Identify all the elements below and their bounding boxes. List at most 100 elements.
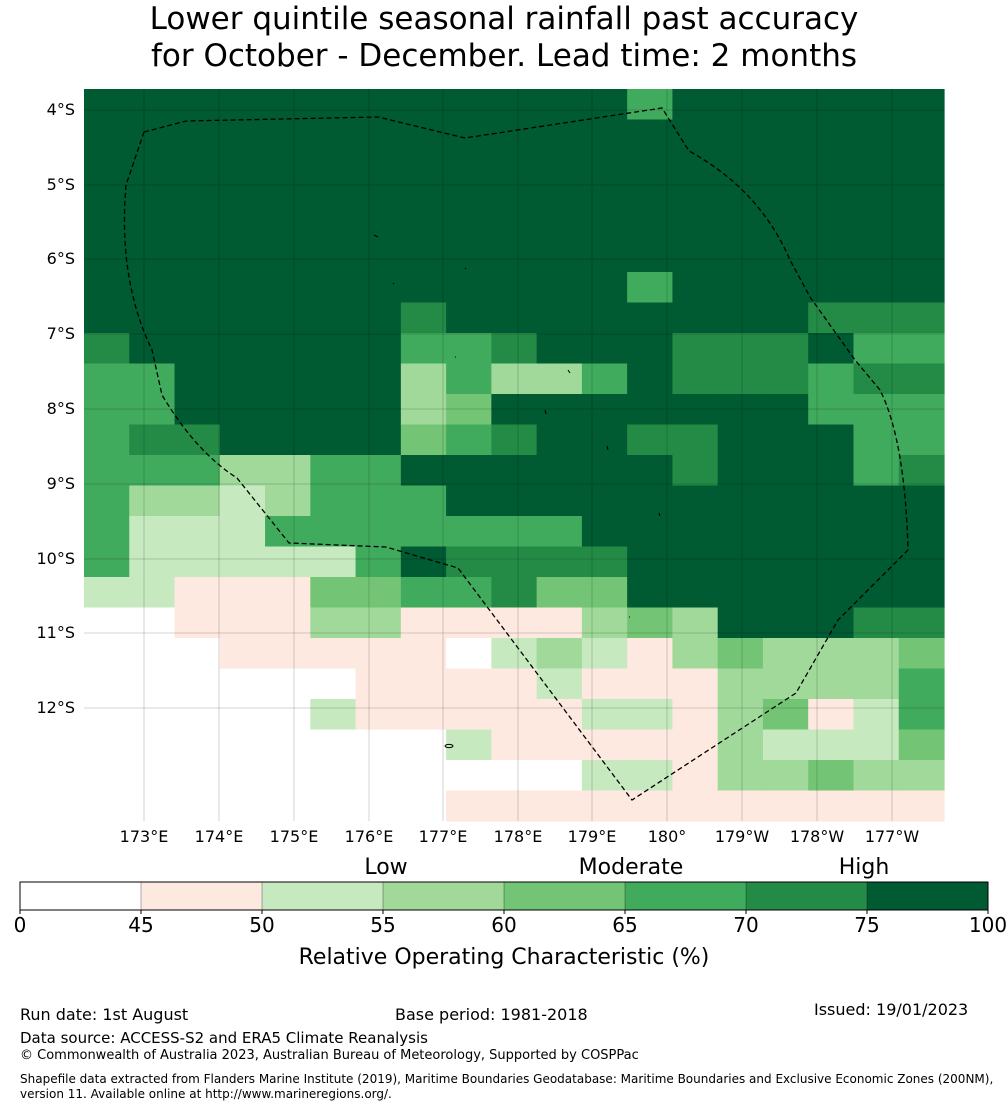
grid-cell — [627, 607, 674, 639]
grid-cell — [174, 729, 221, 761]
grid-cell — [717, 89, 764, 121]
grid-cell — [491, 607, 538, 639]
grid-cell — [536, 790, 583, 822]
grid-cell — [491, 577, 538, 609]
latitude-label: 9°S — [46, 474, 75, 493]
grid-cell — [310, 211, 357, 243]
grid-cell — [84, 180, 130, 212]
grid-cell — [446, 790, 492, 822]
grid-cell — [129, 394, 176, 426]
grid-cell — [762, 729, 809, 761]
grid-cell — [265, 119, 311, 151]
grid-cell — [581, 150, 628, 182]
grid-cell — [898, 699, 945, 731]
grid-cell — [853, 577, 900, 609]
grid-cell — [265, 211, 311, 243]
grid-cell — [898, 760, 945, 792]
grid-cell — [84, 394, 130, 426]
shapefile-credit: Shapefile data extracted from Flanders M… — [20, 1072, 994, 1101]
grid-cell — [627, 699, 674, 731]
grid-cell — [536, 211, 583, 243]
grid-cell — [446, 546, 492, 578]
grid-cell — [762, 455, 809, 487]
grid-cell — [808, 333, 855, 365]
grid-cell — [174, 790, 221, 822]
grid-cell — [355, 424, 402, 456]
grid-cell — [355, 638, 402, 670]
grid-cell — [762, 272, 809, 304]
grid-cell — [310, 668, 357, 700]
grid-cell — [84, 424, 130, 456]
colorbar — [19, 881, 989, 914]
grid-cell — [627, 638, 674, 670]
grid-cell — [491, 455, 538, 487]
grid-cell — [717, 638, 764, 670]
grid-cell — [491, 119, 538, 151]
category-moderate: Moderate — [578, 855, 684, 880]
grid-cell — [672, 607, 719, 639]
grid-cell — [219, 394, 266, 426]
grid-cell — [446, 302, 492, 334]
grid-cell — [898, 729, 945, 761]
grid-cell — [853, 302, 900, 334]
grid-cell — [627, 333, 674, 365]
grid-cell — [762, 607, 809, 639]
grid-cell — [129, 516, 176, 548]
grid-cell — [491, 699, 538, 731]
latitude-label: 6°S — [46, 249, 75, 268]
grid-cell — [491, 363, 538, 395]
grid-cell — [808, 363, 855, 395]
grid-cell — [717, 760, 764, 792]
grid-cell — [627, 577, 674, 609]
grid-cell — [581, 455, 628, 487]
grid-cell — [808, 302, 855, 334]
grid-cell — [581, 272, 628, 304]
grid-cell — [853, 485, 900, 517]
grid-cell — [310, 790, 357, 822]
grid-cell — [400, 363, 447, 395]
grid-cell — [219, 546, 266, 578]
grid-cell — [174, 363, 221, 395]
grid-cell — [310, 577, 357, 609]
grid-cell — [808, 394, 855, 426]
grid-cell — [627, 119, 674, 151]
grid-cell — [808, 668, 855, 700]
grid-cell — [853, 241, 900, 273]
grid-cell — [219, 363, 266, 395]
grid-cell — [265, 577, 311, 609]
atoll-outlines — [373, 234, 661, 749]
grid-cell — [446, 211, 492, 243]
grid-cell — [310, 516, 357, 548]
grid-cell — [174, 638, 221, 670]
grid-cell — [310, 729, 357, 761]
grid-cell — [627, 424, 674, 456]
colorbar-label: Relative Operating Characteristic (%) — [298, 945, 710, 970]
grid-cell — [129, 150, 176, 182]
grid-cell — [400, 333, 447, 365]
grid-cell — [491, 211, 538, 243]
grid-cell — [355, 150, 402, 182]
grid-cell — [219, 424, 266, 456]
grid-cell — [219, 485, 266, 517]
grid-cell — [762, 546, 809, 578]
grid-cell — [446, 150, 492, 182]
grid-cell — [219, 729, 266, 761]
grid-cell — [717, 363, 764, 395]
grid-cell — [581, 546, 628, 578]
grid-cell — [355, 241, 402, 273]
grid-cell — [717, 577, 764, 609]
grid-cell — [717, 485, 764, 517]
grid-cell — [898, 272, 945, 304]
grid-cell — [219, 760, 266, 792]
grid-cell — [853, 729, 900, 761]
grid-cell — [400, 150, 447, 182]
grid-cell — [446, 363, 492, 395]
grid-cell — [84, 729, 130, 761]
grid-cell — [446, 272, 492, 304]
grid-cell — [219, 333, 266, 365]
grid-cell — [400, 180, 447, 212]
grid-cell — [627, 180, 674, 212]
grid-cell — [219, 516, 266, 548]
grid-cell — [355, 180, 402, 212]
